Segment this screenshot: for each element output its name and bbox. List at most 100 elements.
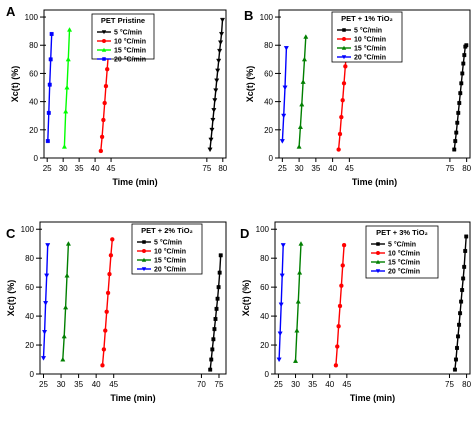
y-tick-label: 60 (29, 69, 38, 78)
data-point (48, 57, 53, 62)
data-point (277, 331, 283, 337)
data-point (296, 144, 302, 149)
y-axis-title: Xc(t) (%) (6, 280, 16, 317)
legend-swatch-marker (101, 30, 107, 35)
data-point (210, 117, 216, 123)
data-point (279, 139, 285, 144)
y-tick-label: 60 (25, 283, 34, 292)
x-tick-label: 45 (107, 164, 116, 173)
x-tick-label: 30 (59, 164, 68, 173)
legend-entry: 10 °C/min (388, 250, 420, 258)
data-point (457, 322, 462, 327)
data-point (453, 139, 458, 144)
data-point (295, 299, 301, 304)
data-point (217, 270, 222, 275)
data-point (213, 88, 219, 93)
legend-entry: 5 °C/min (114, 29, 142, 37)
x-tick-label: 35 (74, 380, 83, 389)
data-point (292, 358, 299, 363)
data-point (44, 273, 50, 279)
data-point (339, 114, 344, 120)
plot-frame (274, 221, 471, 375)
y-tick-label: 20 (260, 341, 269, 350)
data-point (218, 40, 224, 46)
y-tick-label: 40 (264, 98, 273, 107)
data-point (452, 367, 457, 372)
legend-entry: 15 °C/min (388, 259, 420, 267)
data-point (105, 67, 110, 72)
data-point (279, 273, 285, 279)
data-point (65, 241, 71, 246)
legend-swatch-marker (376, 251, 380, 255)
data-point (214, 78, 220, 84)
data-point (337, 303, 343, 309)
data-point (110, 237, 115, 242)
data-point (300, 79, 306, 84)
data-point (65, 56, 71, 62)
series-0 (208, 253, 223, 372)
data-point (298, 241, 304, 246)
data-point (341, 81, 347, 86)
x-tick-label: 45 (342, 380, 351, 389)
x-tick-label: 40 (91, 164, 100, 173)
data-point (335, 344, 340, 349)
x-tick-label: 80 (462, 380, 471, 389)
legend-title: PET + 3% TiO₂ (376, 228, 428, 237)
data-point (211, 337, 216, 342)
legend-swatch-marker (376, 242, 380, 246)
y-tick-label: 60 (264, 69, 273, 78)
panel-b: B 0 20 40 60 80 100 25 30 35 40 45 75 80 Time (min) Xc(… (244, 8, 472, 187)
legend-entry: 20 °C/min (114, 56, 146, 64)
y-tick-label: 0 (34, 154, 39, 163)
data-point (103, 83, 109, 89)
plot-frame (43, 9, 227, 159)
x-tick-label: 80 (218, 164, 227, 173)
legend-entry: 20 °C/min (388, 268, 420, 276)
data-point (101, 117, 106, 123)
legend-entry: 20 °C/min (154, 266, 186, 274)
plot-frame (278, 9, 471, 159)
x-tick-label: 30 (295, 164, 304, 173)
series-line (101, 239, 113, 366)
data-point (455, 345, 459, 350)
data-point (462, 264, 467, 269)
y-tick-label: 0 (265, 370, 270, 379)
data-point (99, 134, 105, 140)
data-point (455, 120, 460, 125)
data-point (456, 110, 461, 115)
data-point (212, 327, 217, 332)
series-1 (100, 237, 115, 368)
panel-c: C 0 20 40 60 80 100 25 30 35 40 45 70 75 Time (min) Xc(… (6, 221, 227, 403)
series-2 (60, 241, 71, 362)
data-point (281, 113, 287, 119)
data-point (67, 27, 73, 32)
data-point (213, 317, 218, 321)
series-3 (279, 46, 289, 144)
series-0 (452, 234, 469, 372)
y-tick-label: 100 (260, 13, 274, 22)
y-axis-title: Xc(t) (%) (10, 66, 20, 103)
data-point (217, 48, 223, 54)
data-point (333, 363, 339, 368)
data-point (209, 357, 214, 362)
data-point (102, 100, 107, 106)
data-point (337, 131, 343, 137)
data-point (216, 285, 221, 290)
legend-swatch-marker (141, 267, 147, 272)
data-point (42, 330, 48, 335)
legend-entry: 5 °C/min (354, 27, 382, 35)
data-point (294, 327, 300, 333)
data-point (299, 101, 305, 107)
data-point (49, 32, 54, 36)
legend-entry: 5 °C/min (154, 239, 182, 247)
y-tick-label: 60 (260, 283, 269, 292)
plot-frame (39, 221, 227, 375)
y-tick-label: 40 (29, 98, 38, 107)
data-point (461, 276, 466, 281)
series-3 (276, 243, 286, 363)
data-point (60, 356, 66, 362)
series-line (281, 48, 288, 142)
